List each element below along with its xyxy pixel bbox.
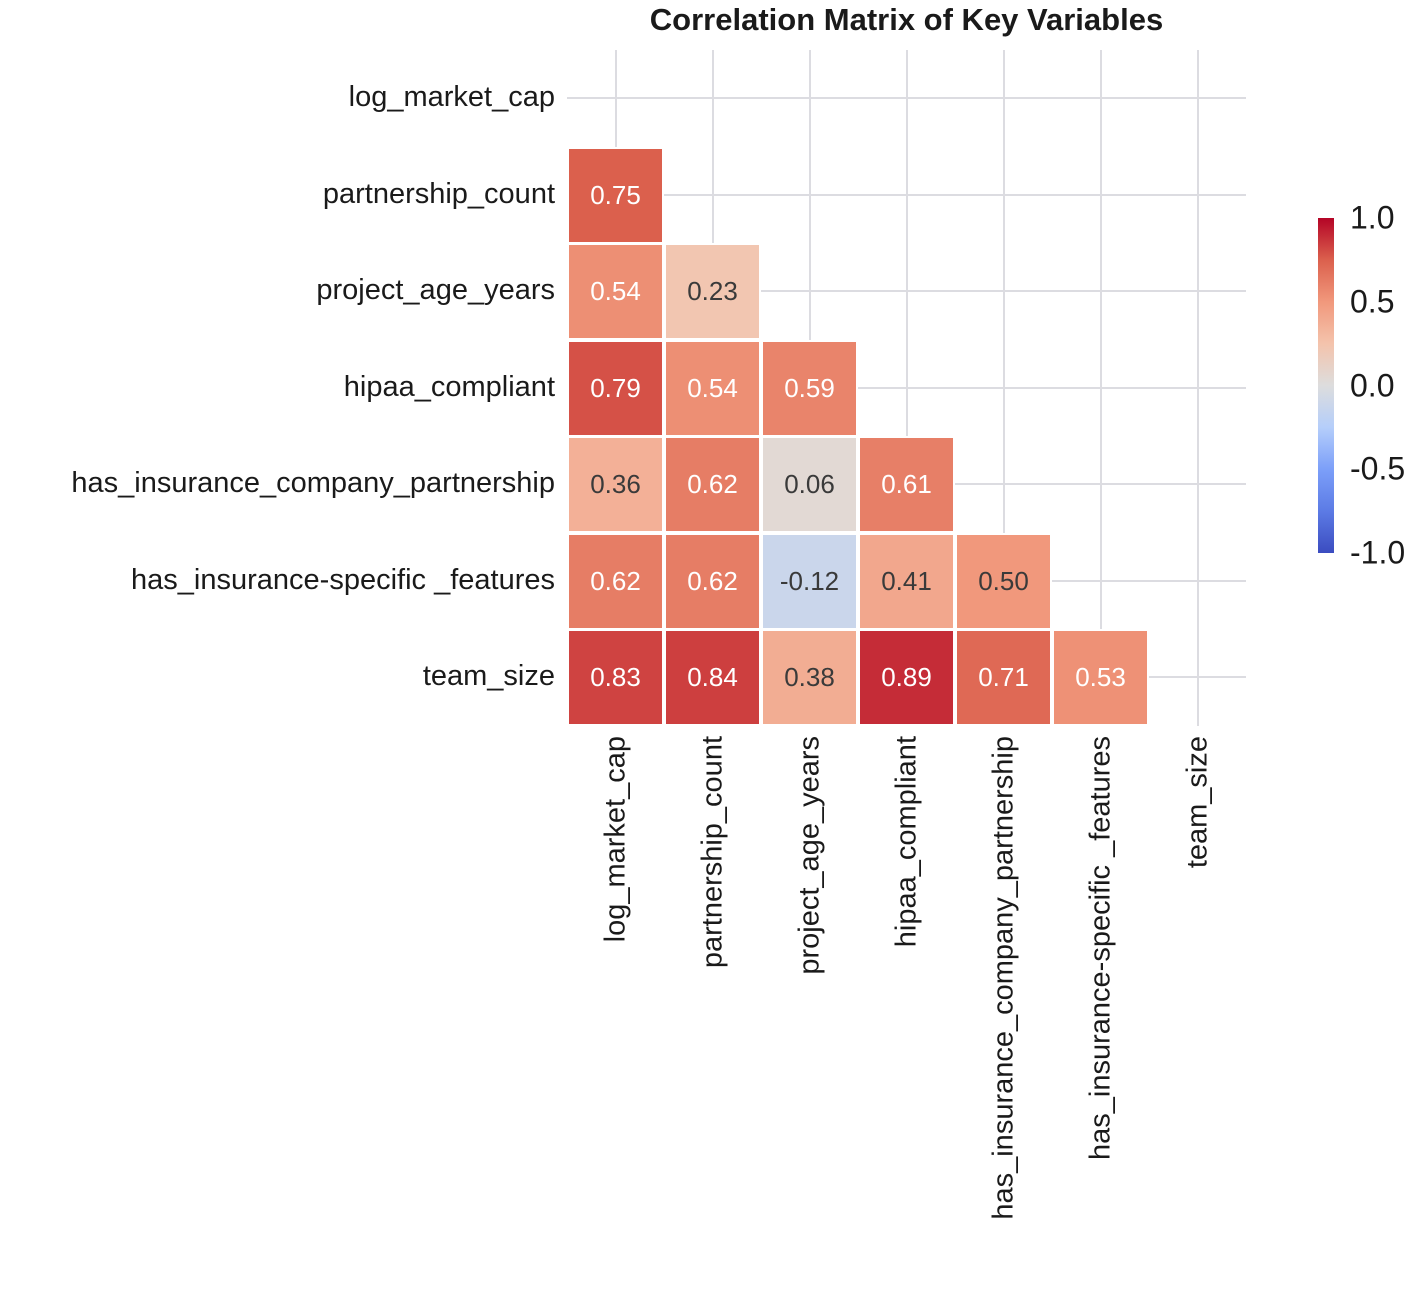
chart-title: Correlation Matrix of Key Variables: [649, 2, 1164, 37]
heatmap-cell: 0.59: [761, 339, 858, 437]
heatmap-cell: 0.06: [761, 436, 858, 533]
x-axis-label: has_insurance-specific _features: [1084, 735, 1116, 1160]
colorbar-tick-label: 0.0: [1350, 367, 1395, 403]
heatmap-cell: 0.36: [567, 436, 664, 533]
heatmap-cell: 0.54: [664, 339, 761, 437]
y-axis-label: partnership_count: [322, 177, 555, 210]
x-axis-label: log_market_cap: [599, 735, 631, 942]
heatmap-cell: 0.54: [567, 243, 664, 340]
heatmap-cell: 0.71: [955, 629, 1052, 726]
heatmap-cell: 0.79: [567, 339, 664, 437]
colorbar-tick-label: 0.5: [1350, 283, 1395, 320]
heatmap-cell: 0.50: [955, 532, 1052, 630]
heatmap-cell: 0.62: [664, 532, 761, 630]
heatmap-plot-area: 0.75 0.54 0.23 0.79 0.54 0.59 0.36 0.62 0.06 0.61…: [567, 50, 1246, 726]
x-axis-label: project_age_years: [793, 735, 825, 975]
heatmap-cell: 0.61: [858, 436, 955, 533]
colorbar-tick-label: -0.5: [1350, 450, 1406, 487]
x-axis-label: partnership_count: [696, 735, 728, 968]
heatmap-cell: 0.89: [858, 629, 955, 726]
heatmap-cell: -0.12: [761, 532, 858, 630]
x-axis-label: has_insurance_company_partnership: [987, 735, 1019, 1220]
grid-line-horizontal: [567, 386, 1246, 389]
colorbar-tick-label: -1.0: [1350, 534, 1406, 571]
y-axis-label: project_age_years: [316, 274, 555, 307]
colorbar: [1318, 218, 1334, 553]
grid-line-horizontal: [567, 193, 1246, 196]
grid-line-horizontal: [567, 97, 1246, 100]
y-axis-label: has_insurance-specific _features: [131, 563, 555, 596]
heatmap-cell: 0.41: [858, 532, 955, 630]
x-axis-label: team_size: [1181, 735, 1213, 868]
colorbar-tick-label: 1.0: [1350, 199, 1395, 236]
heatmap-cell: 0.62: [567, 532, 664, 630]
heatmap-cell: 0.75: [567, 146, 664, 244]
heatmap-cell: 0.84: [664, 629, 761, 726]
heatmap-cell: 0.23: [664, 243, 761, 340]
y-axis-label: team_size: [422, 660, 555, 693]
heatmap-cell: 0.62: [664, 436, 761, 533]
y-axis-label: has_insurance_company_partnership: [71, 467, 555, 500]
heatmap-cell: 0.83: [567, 629, 664, 726]
y-axis-label: log_market_cap: [348, 81, 555, 114]
heatmap-cell: 0.53: [1052, 629, 1149, 726]
x-axis-label: hipaa_compliant: [890, 735, 922, 947]
y-axis-label: hipaa_compliant: [343, 370, 555, 403]
heatmap-cell: 0.38: [761, 629, 858, 726]
grid-line-horizontal: [567, 290, 1246, 293]
